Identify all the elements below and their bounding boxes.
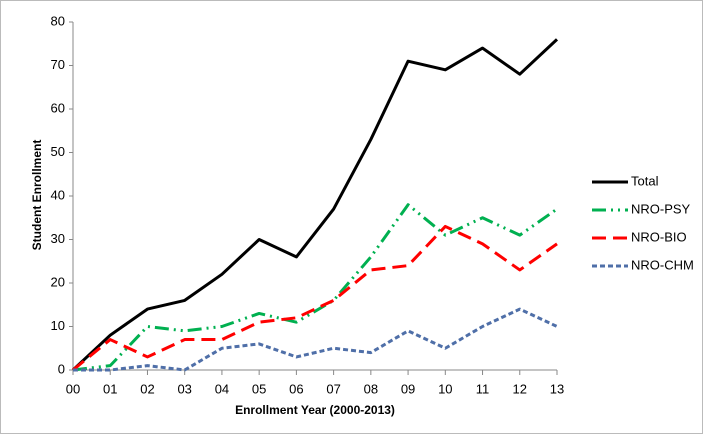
- x-tick-label: 03: [177, 381, 191, 396]
- y-tick-label: 70: [51, 57, 65, 72]
- legend-label: Total: [631, 173, 659, 188]
- legend-label: NRO-PSY: [631, 201, 691, 216]
- x-tick-label: 05: [252, 381, 266, 396]
- y-tick-label: 80: [51, 13, 65, 28]
- x-tick-label: 10: [438, 381, 452, 396]
- x-tick-label: 13: [550, 381, 564, 396]
- y-tick-label: 20: [51, 274, 65, 289]
- series-line: [72, 203, 558, 372]
- x-tick-label: 11: [476, 381, 490, 396]
- y-tick-label: 0: [58, 361, 65, 376]
- y-tick-label: 60: [51, 100, 65, 115]
- y-axis-label: Student Enrollment: [30, 140, 44, 251]
- x-tick-label: 04: [215, 381, 229, 396]
- x-tick-label: 09: [401, 381, 415, 396]
- x-tick-label: 07: [326, 381, 340, 396]
- series-line: [71, 38, 559, 372]
- series-line: [72, 224, 558, 372]
- y-tick-label: 50: [51, 144, 65, 159]
- x-tick-label: 06: [289, 381, 303, 396]
- series-line: [73, 307, 558, 372]
- y-tick-label: 40: [51, 187, 65, 202]
- x-tick-label: 00: [66, 381, 80, 396]
- x-tick-label: 12: [513, 381, 527, 396]
- x-tick-label: 02: [140, 381, 154, 396]
- legend-label: NRO-CHM: [631, 257, 694, 272]
- x-tick-label: 01: [103, 381, 117, 396]
- legend-label: NRO-BIO: [631, 229, 687, 244]
- x-axis-label: Enrollment Year (2000-2013): [235, 403, 395, 417]
- y-tick-label: 10: [51, 318, 65, 333]
- x-tick-label: 08: [364, 381, 378, 396]
- y-tick-label: 30: [51, 231, 65, 246]
